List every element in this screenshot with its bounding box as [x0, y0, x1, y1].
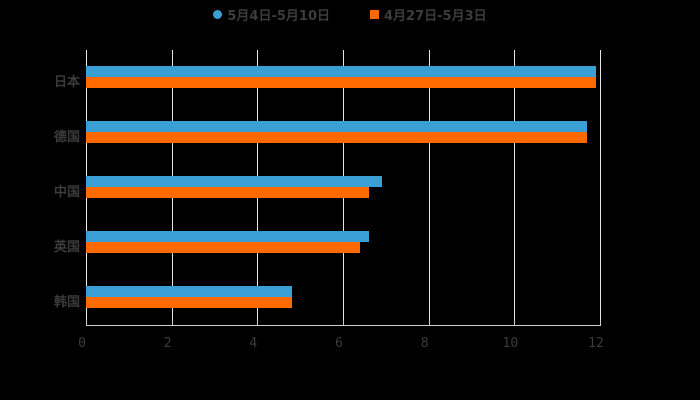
x-tick-label: 10 [502, 336, 519, 351]
chart-legend: 5月4日-5月10日 4月27日-5月3日 [0, 5, 700, 24]
bar[interactable] [86, 176, 382, 187]
x-axis-line [86, 325, 600, 326]
legend-label: 5月4日-5月10日 [227, 8, 330, 24]
x-tick [86, 320, 87, 326]
bar[interactable] [86, 231, 369, 242]
x-tick-label: 0 [78, 336, 86, 351]
legend-item-series-1[interactable]: 5月4日-5月10日 [213, 5, 330, 24]
legend-label: 4月27日-5月3日 [384, 8, 487, 24]
legend-item-series-2[interactable]: 4月27日-5月3日 [370, 5, 487, 24]
y-category-label: 中国 [53, 185, 80, 200]
x-tick [343, 320, 344, 326]
y-category-label: 韩国 [53, 295, 80, 310]
x-tick [514, 320, 516, 326]
x-tick-label: 6 [335, 336, 343, 351]
bar[interactable] [86, 187, 369, 198]
x-tick-label: 12 [588, 336, 604, 351]
gridline [514, 50, 516, 325]
bar[interactable] [86, 286, 292, 297]
bar[interactable] [86, 66, 596, 77]
gridline [600, 50, 601, 325]
gridline [428, 50, 430, 325]
x-tick [171, 320, 173, 326]
bar[interactable] [86, 77, 596, 88]
bar[interactable] [86, 132, 588, 143]
x-tick-label: 2 [163, 336, 172, 351]
y-category-label: 日本 [53, 75, 80, 90]
bar[interactable] [86, 297, 292, 308]
x-tick [428, 320, 430, 326]
y-category-label: 德国 [53, 130, 80, 145]
y-category-label: 英国 [53, 240, 80, 255]
legend-square-icon [370, 9, 379, 19]
legend-circle-icon [213, 9, 223, 19]
x-tick [600, 320, 601, 326]
bar[interactable] [86, 242, 361, 253]
bar[interactable] [86, 121, 588, 132]
x-tick-label: 8 [420, 336, 429, 351]
x-tick-label: 4 [249, 336, 258, 351]
x-tick [257, 320, 259, 326]
